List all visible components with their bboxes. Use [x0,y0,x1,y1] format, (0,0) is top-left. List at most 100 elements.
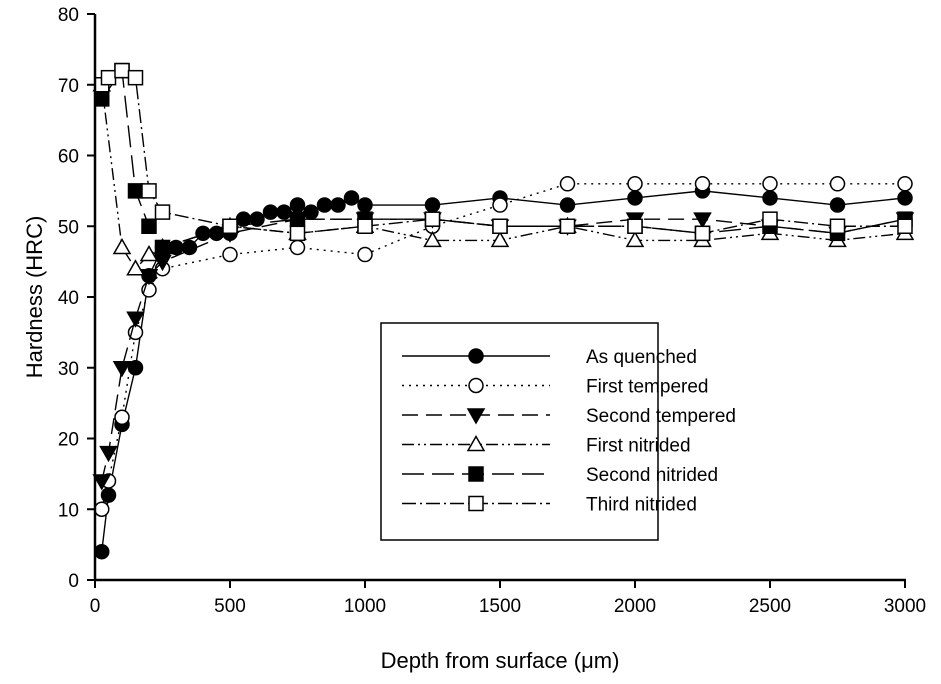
data-point-first-nitrided [490,230,510,248]
y-tick-label: 70 [58,76,79,97]
data-point-as-quenched [100,487,117,503]
data-point-third-nitrided [762,211,778,227]
data-point-first-tempered [492,197,508,213]
data-point-as-quenched [303,204,319,220]
data-point-third-nitrided [829,218,846,234]
x-tick-label: 500 [214,596,246,617]
y-tick-label: 30 [58,359,79,380]
data-point-as-quenched [343,190,360,206]
x-tick-label: 2500 [749,596,791,617]
data-point-as-quenched [762,190,778,206]
data-point-first-tempered [897,176,913,192]
data-point-second-nitrided [154,239,171,256]
y-tick-label: 20 [58,430,79,451]
data-point-second-tempered [153,254,172,272]
data-point-as-quenched [829,197,846,213]
data-point-first-tempered [694,176,711,192]
data-point-as-quenched [195,225,211,242]
legend-marker-third-nitrided [468,495,484,512]
data-point-second-tempered [126,311,145,328]
data-point-second-nitrided [141,218,157,234]
data-point-as-quenched [316,197,333,213]
data-point-as-quenched [289,197,306,213]
series-line-second-nitrided [101,68,906,249]
y-tick-label: 10 [58,500,79,521]
legend-item-as-quenched: As quenched [402,347,697,368]
y-tick-label: 60 [58,147,79,168]
data-point-second-tempered [112,361,132,378]
legend-label: Third nitrided [586,495,697,516]
data-point-first-nitrided [126,259,145,276]
x-tick-label: 1000 [344,596,386,617]
plot-marks [92,62,915,560]
data-point-third-nitrided [357,218,373,234]
legend-label: First nitrided [586,436,691,457]
data-point-third-nitrided [289,225,306,242]
x-axis-label: Depth from surface (μm) [381,648,620,673]
data-point-first-tempered [357,246,373,263]
legend-marker-as-quenched [468,348,484,364]
data-point-as-quenched [168,239,184,256]
data-point-first-tempered [829,176,846,192]
legend-label: Second tempered [586,406,736,427]
legend-item-second-nitrided: Second nitrided [402,465,718,486]
series-line-first-nitrided [101,84,906,270]
data-point-first-nitrided [112,237,132,255]
data-point-third-nitrided [222,218,238,234]
data-point-first-tempered [94,501,110,517]
legend-label: Second nitrided [586,465,718,486]
legend-item-first-nitrided: First nitrided [402,434,691,457]
data-point-as-quenched [276,204,292,220]
series-first-nitrided [92,75,915,276]
data-point-first-nitrided [625,230,645,248]
data-point-third-nitrided [627,218,643,234]
data-point-first-nitrided [423,230,442,248]
x-tick-label: 1500 [479,596,521,617]
y-tick-label: 50 [58,217,79,238]
data-point-first-tempered [222,246,238,263]
legend-label: First tempered [586,377,708,398]
data-point-third-nitrided [897,218,913,234]
data-point-as-quenched [262,204,279,220]
data-point-third-nitrided [694,225,711,242]
data-point-second-nitrided [127,183,144,199]
data-point-second-tempered [92,474,112,491]
legend-item-second-tempered: Second tempered [402,406,736,427]
x-tick-label: 3000 [884,596,926,617]
data-point-first-tempered [559,176,576,192]
legend-marker-first-nitrided [466,434,486,452]
data-point-third-nitrided [559,218,576,234]
data-point-first-nitrided [139,245,159,262]
data-point-as-quenched [559,197,576,213]
legend: As quenched First tempered Second tempered… [380,322,736,541]
data-point-first-tempered [762,176,778,192]
data-point-as-quenched [357,197,373,213]
series-line-first-tempered [101,183,905,510]
data-point-as-quenched [94,543,110,560]
data-point-third-nitrided [114,62,130,79]
data-point-third-nitrided [100,69,117,86]
legend-marker-first-tempered [468,377,484,394]
data-point-first-tempered [114,409,130,426]
y-tick-label: 80 [58,5,79,26]
data-point-third-nitrided [154,204,171,220]
y-tick-label: 0 [68,571,79,592]
series-first-tempered [94,176,913,517]
data-point-second-tempered [99,445,118,463]
data-point-as-quenched [127,360,144,376]
data-point-second-nitrided [289,211,306,227]
x-tick-label: 0 [90,596,101,617]
legend-item-first-tempered: First tempered [402,377,708,398]
data-point-as-quenched [897,190,913,206]
data-point-third-nitrided [127,69,144,86]
legend-marker-second-tempered [466,408,486,425]
legend-marker-second-nitrided [468,466,484,482]
legend-label: As quenched [586,347,697,368]
data-point-second-tempered [693,212,712,229]
data-point-as-quenched [424,197,441,213]
data-point-third-nitrided [492,218,508,234]
data-point-second-tempered [139,269,159,286]
axis-ticks: 0 500 1000 1500 2000 2500 3000 0 10 20 30 40 50 60 70 8… [58,5,926,617]
data-point-as-quenched [627,190,643,206]
